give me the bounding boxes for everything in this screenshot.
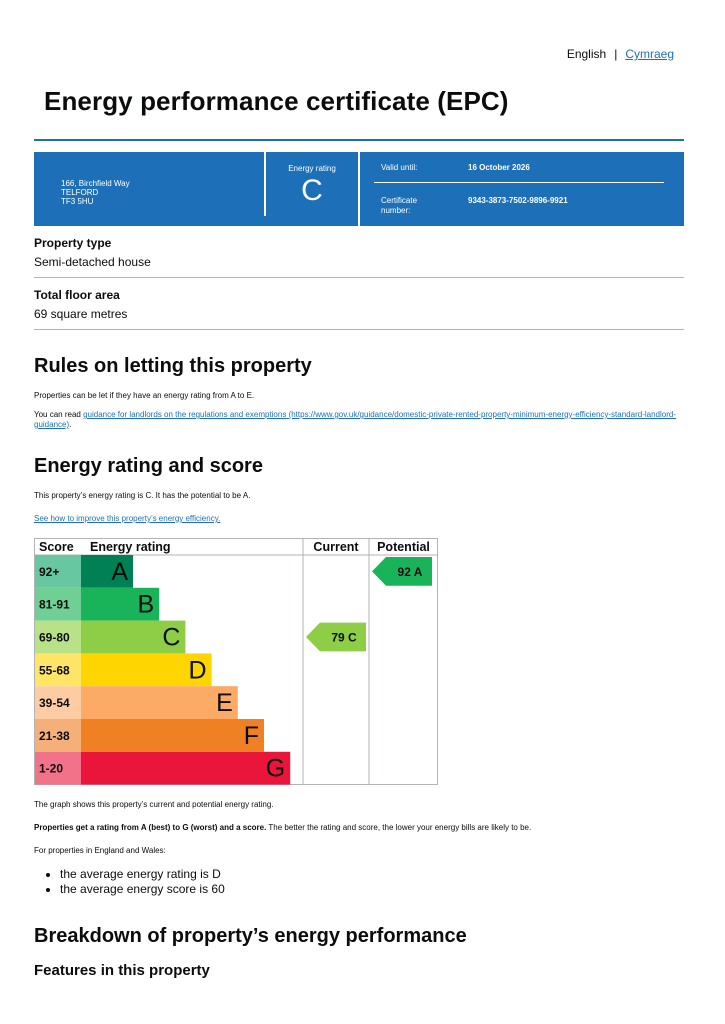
energy-rating-chart: Score Energy rating Current Potential 92+ A 81…: [34, 538, 438, 785]
features-heading: Features in this property: [34, 962, 210, 979]
band-score-cell: [35, 587, 81, 621]
band-letter: B: [138, 591, 155, 619]
band-score-label: 69-80: [39, 631, 70, 645]
band-score-cell: [35, 620, 81, 654]
property-type: Property type Semi-detached house: [34, 236, 684, 269]
improve-paragraph: See how to improve this property’s energ…: [34, 514, 684, 524]
band-letter: E: [216, 689, 233, 717]
certificate-banner: 166, Birchfield Way TELFORD TF3 5HU Ener…: [34, 152, 684, 226]
band-bar: [81, 653, 212, 687]
rating-explanation: Properties get a rating from A (best) to…: [34, 823, 684, 833]
property-address: 166, Birchfield Way TELFORD TF3 5HU: [61, 179, 130, 206]
page-title: Energy performance certificate (EPC): [44, 86, 509, 116]
banner-divider: [358, 152, 360, 226]
band-bar: [81, 719, 264, 752]
graph-caption: The graph shows this property’s current …: [34, 800, 274, 809]
band-score-cell: [35, 653, 81, 687]
language-switcher: English | Cymraeg: [567, 47, 674, 61]
band-letter: F: [244, 722, 259, 750]
title-divider: [34, 139, 684, 141]
band-score-cell: [35, 751, 81, 785]
language-separator: |: [614, 47, 618, 61]
band-letter: G: [266, 755, 285, 783]
certificate-number-value: 9343-3873-7502-9896-9921: [468, 196, 568, 205]
landlord-guidance-link-text: guidance for landlords on the regulation…: [83, 410, 287, 419]
address-line: TF3 5HU: [61, 197, 94, 206]
band-bar: [81, 751, 291, 785]
band-score-label: 1-20: [39, 762, 63, 776]
band-score-label: 81-91: [39, 598, 70, 612]
floor-area-value: 69 square metres: [34, 307, 128, 321]
rating-heading: Energy rating and score: [34, 455, 263, 477]
banner-divider: [264, 152, 266, 216]
address-line: 166, Birchfield Way: [61, 179, 130, 188]
letting-para-2: You can read guidance for landlords on t…: [34, 410, 684, 430]
address-line: TELFORD: [61, 188, 99, 197]
valid-until-value: 16 October 2026: [468, 163, 530, 172]
banner-rule: [374, 182, 664, 183]
current-rating-arrow: [306, 622, 366, 652]
potential-rating-arrow: [372, 557, 432, 586]
breakdown-heading: Breakdown of property’s energy performan…: [34, 925, 467, 947]
certificate-number-label: Certificate number:: [381, 196, 418, 215]
floor-area-label: Total floor area: [34, 288, 120, 302]
improve-efficiency-link[interactable]: See how to improve this property’s energ…: [34, 514, 221, 523]
section-divider: [34, 277, 684, 278]
band-score-label: 55-68: [39, 663, 70, 677]
energy-rating-letter: C: [301, 174, 323, 207]
list-item: the average energy rating is D: [60, 867, 225, 882]
chart-header-potential: Potential: [377, 540, 430, 554]
letting-para-2-suffix: .: [69, 420, 72, 429]
letting-para-2-prefix: You can read: [34, 410, 84, 419]
rating-explanation-bold: Properties get a rating from A (best) to…: [34, 823, 267, 832]
landlord-guidance-url: (https://www.gov.uk/guidance/domestic-pr…: [34, 410, 676, 429]
band-score-cell: [35, 719, 81, 752]
rating-explanation-rest: The better the rating and score, the low…: [266, 823, 532, 832]
band-letter: D: [189, 656, 207, 684]
band-letter: C: [162, 624, 180, 652]
band-score-label: 92+: [39, 565, 59, 579]
language-english: English: [566, 47, 607, 61]
band-score-cell: [35, 555, 81, 588]
valid-until-label: Valid until:: [381, 163, 418, 172]
average-intro: For properties in England and Wales:: [34, 846, 166, 855]
section-divider: [34, 329, 684, 330]
average-list: the average energy rating is D the avera…: [44, 867, 225, 897]
current-rating-label: 79 C: [331, 631, 357, 645]
band-bar: [81, 620, 186, 654]
list-item: the average energy score is 60: [60, 882, 225, 897]
band-letter: A: [111, 558, 128, 586]
rating-summary: This property’s energy rating is C. It h…: [34, 491, 251, 500]
property-type-value: Semi-detached house: [34, 255, 151, 269]
band-bar: [81, 555, 133, 588]
potential-rating-label: 92 A: [398, 565, 423, 579]
band-bar: [81, 587, 160, 621]
floor-area: Total floor area 69 square metres: [34, 288, 684, 321]
band-score-label: 39-54: [39, 696, 70, 710]
landlord-guidance-link[interactable]: guidance for landlords on the regulation…: [34, 410, 676, 429]
chart-header-current: Current: [313, 540, 359, 554]
band-score-label: 21-38: [39, 729, 70, 743]
band-bar: [81, 686, 238, 719]
language-welsh-link[interactable]: Cymraeg: [625, 47, 674, 61]
band-score-cell: [35, 686, 81, 719]
property-type-label: Property type: [34, 236, 112, 250]
chart-header-score: Score: [39, 540, 74, 554]
chart-header-rating: Energy rating: [90, 540, 171, 554]
letting-heading: Rules on letting this property: [34, 355, 312, 377]
letting-para-1: Properties can be let if they have an en…: [34, 391, 255, 400]
energy-rating-label: Energy rating: [288, 164, 336, 173]
